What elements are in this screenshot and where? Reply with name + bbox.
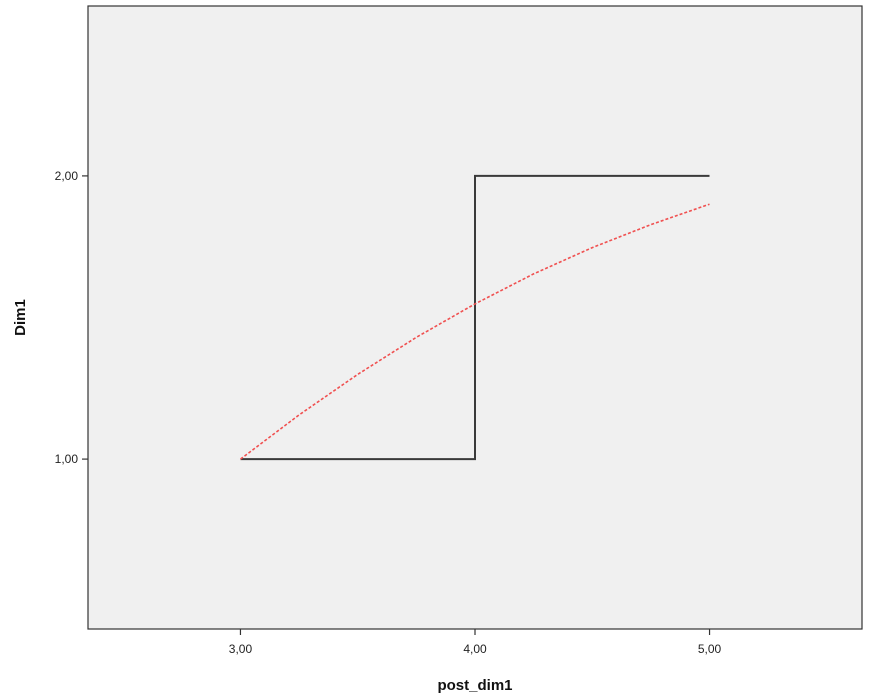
y-axis: 1,00 2,00 xyxy=(55,169,88,466)
series-step-line xyxy=(240,174,710,461)
x-tick-label: 5,00 xyxy=(698,642,722,656)
y-tick-label: 2,00 xyxy=(55,169,79,183)
y-tick-label: 1,00 xyxy=(55,452,79,466)
series-layer xyxy=(240,174,710,461)
y-axis-title: Dim1 xyxy=(12,299,29,336)
x-axis-title: post_dim1 xyxy=(437,677,512,694)
x-tick-label: 4,00 xyxy=(463,642,487,656)
x-tick-label: 3,00 xyxy=(229,642,253,656)
x-axis: 3,00 4,00 5,00 xyxy=(229,629,722,656)
series-fit-curve xyxy=(240,203,710,460)
